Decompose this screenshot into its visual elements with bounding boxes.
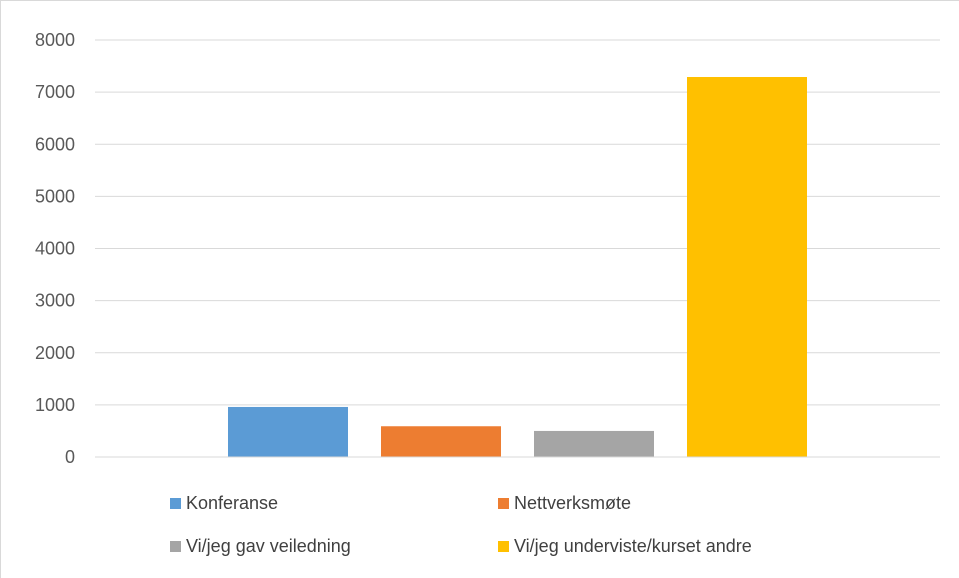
y-tick-label: 4000 [35, 239, 75, 259]
y-tick-label: 2000 [35, 343, 75, 363]
y-tick-label: 1000 [35, 395, 75, 415]
gridlines [95, 39, 940, 406]
legend-swatch [170, 541, 181, 552]
bar-3 [534, 430, 654, 457]
y-tick-label: 6000 [35, 134, 75, 154]
legend-item-4: Vi/jeg underviste/kurset andre [498, 536, 752, 556]
y-tick-label: 5000 [35, 186, 75, 206]
legend-label: Vi/jeg gav veiledning [186, 536, 351, 556]
y-tick-label: 7000 [35, 82, 75, 102]
legend-label: Vi/jeg underviste/kurset andre [514, 536, 752, 556]
legend-swatch [170, 498, 181, 509]
y-axis-tick-labels: 0 1000 2000 3000 4000 5000 6000 7000 8000 [35, 30, 75, 467]
bar-2 [381, 426, 501, 457]
legend-label: Konferanse [186, 493, 278, 513]
legend-item-2: Nettverksmøte [498, 493, 631, 513]
legend-item-3: Vi/jeg gav veiledning [170, 536, 351, 556]
legend-swatch [498, 498, 509, 509]
legend-label: Nettverksmøte [514, 493, 631, 513]
legend: Konferanse Nettverksmøte Vi/jeg gav veiled… [170, 493, 752, 556]
y-tick-label: 8000 [35, 30, 75, 50]
legend-item-1: Konferanse [170, 493, 278, 513]
legend-swatch [498, 541, 509, 552]
y-tick-label: 0 [65, 447, 75, 467]
bar-4 [687, 77, 807, 457]
bars [228, 77, 807, 457]
y-tick-label: 3000 [35, 291, 75, 311]
bar-1 [228, 406, 348, 457]
